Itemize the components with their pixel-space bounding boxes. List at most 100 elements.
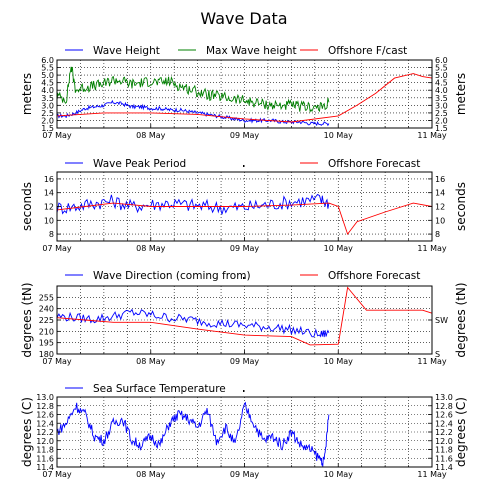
y-tick-label-right: 16 [435, 175, 445, 184]
y-tick-label: 2.0 [41, 116, 54, 125]
x-tick-label: 10 May [324, 470, 354, 479]
x-tick-label: 08 May [136, 357, 166, 366]
y-tick-label-right: 3.0 [435, 101, 448, 110]
y-axis-label: degrees (C) [20, 397, 34, 467]
y-tick-label: 1.5 [41, 124, 54, 133]
series-line-4-1 [56, 401, 330, 467]
y-tick-label-right: 3.5 [435, 94, 448, 103]
y-axis-label: meters [20, 73, 34, 115]
panel-1: 1.52.02.53.03.54.04.55.05.56.01.52.02.53… [20, 45, 468, 140]
panel-3: 180 195 210 225 240 255 SW S 07 May 08 May 09 May 1… [20, 270, 468, 366]
x-tick-label: 11 May [417, 357, 447, 366]
y-tick-label-right: 12.8 [435, 402, 453, 411]
x-tick-label: 10 May [324, 357, 354, 366]
y-tick-label: 13.0 [36, 393, 54, 402]
y-tick-label-right: 8 [435, 230, 440, 239]
y-tick-label: 12.2 [36, 428, 54, 437]
y-tick-label: 16 [44, 175, 54, 184]
y-tick-label-right: 6.0 [435, 56, 448, 65]
y-tick-label-right: 12 [435, 203, 445, 212]
y-tick-label: 12.6 [36, 411, 54, 420]
y-tick-label: 8 [49, 230, 54, 239]
y-axis-label-right: seconds [454, 182, 468, 231]
y-tick-label: 195 [39, 339, 54, 348]
x-tick-label: 09 May [230, 244, 260, 253]
y-tick-label-right: 14 [435, 189, 445, 198]
x-tick-label: 11 May [417, 244, 447, 253]
y-tick-label-right: 5.0 [435, 71, 448, 80]
y-tick-label-right: 5.5 [435, 64, 448, 73]
x-tick-label: 09 May [230, 357, 260, 366]
y-tick-label: 11.4 [36, 463, 54, 472]
x-tick-label: 11 May [417, 470, 447, 479]
y-tick-label-right: 12.4 [435, 419, 453, 428]
x-tick-label: 07 May [42, 357, 72, 366]
y-tick-label: 4.0 [41, 86, 54, 95]
x-tick-label: 08 May [136, 470, 166, 479]
legend-dot-marker [243, 390, 245, 392]
legend-dot-marker [243, 165, 245, 167]
series-line-1-3 [56, 73, 433, 123]
y-tick-label-right: 12.6 [435, 411, 453, 420]
legend-label: Max Wave height [206, 45, 297, 57]
x-tick-label: 10 May [324, 131, 354, 140]
series-line-2-3 [56, 202, 433, 236]
series-line-3-3 [56, 286, 433, 346]
y-tick-label-right: S [435, 350, 440, 359]
series-line-1-1 [56, 99, 330, 127]
x-tick-label: 07 May [42, 131, 72, 140]
y-tick-label: 5.5 [41, 64, 54, 73]
y-tick-label: 10 [44, 216, 54, 225]
y-axis-label-right: degrees (C) [454, 397, 468, 467]
series-line-1-2 [56, 66, 330, 114]
y-axis-label: degrees (tN) [20, 282, 34, 357]
y-tick-label: 210 [39, 327, 54, 336]
legend-label: Wave Direction (coming from) [93, 270, 251, 282]
legend-label: Wave Height [93, 45, 160, 57]
y-tick-label: 4.5 [41, 79, 54, 88]
x-tick-label: 08 May [136, 244, 166, 253]
y-axis-label: seconds [20, 182, 34, 231]
series-line-2-1 [56, 193, 330, 215]
y-tick-label-right: 12.2 [435, 428, 453, 437]
x-tick-label: 07 May [42, 244, 72, 253]
x-tick-label: 08 May [136, 131, 166, 140]
y-tick-label: 12.4 [36, 419, 54, 428]
y-tick-label-right: 4.0 [435, 86, 448, 95]
y-tick-label-right: 12.0 [435, 437, 453, 446]
y-tick-label: 2.5 [41, 109, 54, 118]
y-tick-label: 6.0 [41, 56, 54, 65]
y-tick-label: 5.0 [41, 71, 54, 80]
y-tick-label-right: 11.4 [435, 463, 453, 472]
y-tick-label: 255 [39, 293, 54, 302]
y-tick-label: 12.0 [36, 437, 54, 446]
y-tick-label-right: 2.0 [435, 116, 448, 125]
legend-label: Offshore Forecast [328, 158, 420, 170]
y-tick-label: 3.5 [41, 94, 54, 103]
panel-2: 8 10 12 14 16 8 10 12 14 16 07 May 08 May 09 May 10 M… [20, 158, 468, 253]
y-tick-label: 225 [39, 316, 54, 325]
legend-dot-marker [243, 277, 245, 279]
y-tick-label-right: 4.5 [435, 79, 448, 88]
x-tick-label: 10 May [324, 244, 354, 253]
y-tick-label-right: 2.5 [435, 109, 448, 118]
y-tick-label: 12 [44, 203, 54, 212]
y-tick-label: 14 [44, 189, 54, 198]
x-tick-label: 07 May [42, 470, 72, 479]
y-tick-label: 11.6 [36, 454, 54, 463]
legend-label: Offshore Forecast [328, 270, 420, 282]
x-tick-label: 09 May [230, 470, 260, 479]
panel-4: 11.411.611.812.012.212.412.612.813.011.4… [20, 383, 468, 479]
y-axis-label-right: meters [454, 73, 468, 115]
y-tick-label-right: 11.8 [435, 446, 453, 455]
x-tick-label: 11 May [417, 131, 447, 140]
chart-panels: 1.52.02.53.03.54.04.55.05.56.01.52.02.53… [20, 45, 468, 479]
y-tick-label: 240 [39, 305, 54, 314]
y-tick-label: 12.8 [36, 402, 54, 411]
legend-label: Wave Peak Period [93, 158, 186, 170]
y-tick-label-right: 10 [435, 216, 445, 225]
figure-title: Wave Data [200, 9, 287, 28]
legend-label: Offshore F/cast [328, 45, 407, 57]
legend-label: Sea Surface Temperature [93, 383, 226, 395]
